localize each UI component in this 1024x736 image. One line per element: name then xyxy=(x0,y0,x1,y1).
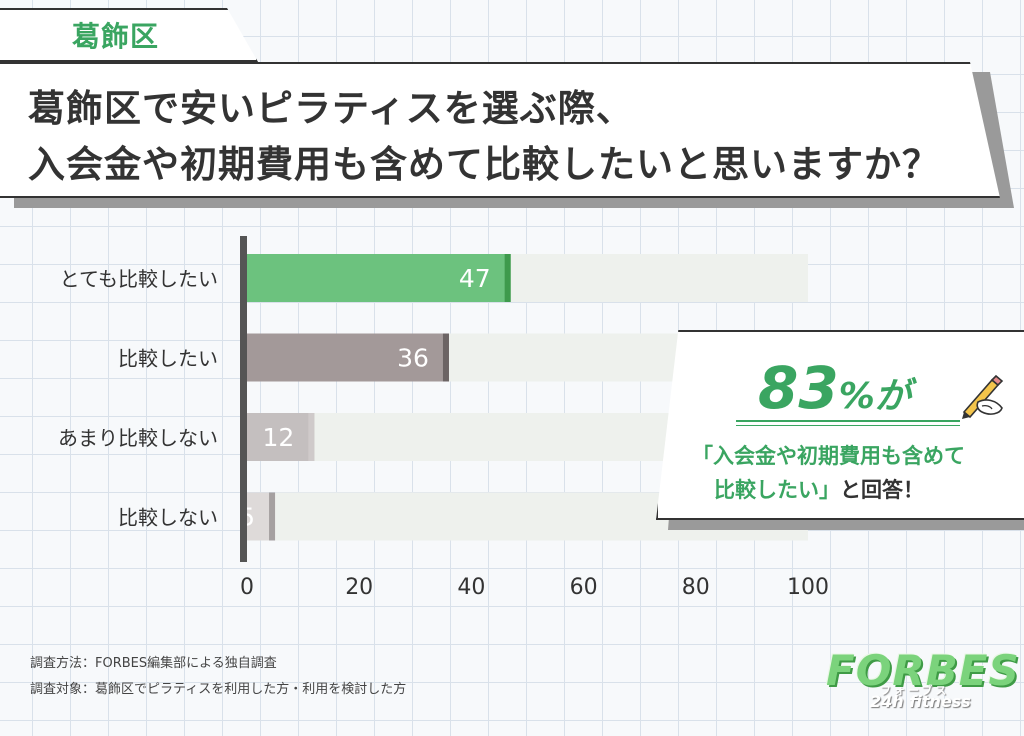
bar xyxy=(247,413,315,461)
brand-logo: FORBES フォーブス 24h fitness xyxy=(826,646,1019,718)
summary-callout: 83%が 「入会金や初期費用も含めて 比較したい」と回答！ xyxy=(656,330,1024,520)
bar-end-accent xyxy=(269,492,276,541)
title-line-2: 入会金や初期費用も含めて比較したいと思いますか？ xyxy=(28,143,940,186)
callout-underline-thin xyxy=(736,425,960,426)
x-tick-label: 0 xyxy=(240,575,254,600)
bar-end-accent xyxy=(504,254,511,302)
x-tick-label: 80 xyxy=(682,575,710,600)
bar-value-label: 47 xyxy=(459,264,491,293)
title-box: 葛飾区で安いピラティスを選ぶ際、 入会金や初期費用も含めて比較したいと思いますか… xyxy=(0,62,1000,198)
logo-wordmark: FORBES xyxy=(826,646,1020,695)
bar-value-label: 36 xyxy=(397,344,429,373)
callout-line-2-dark: と回答！ xyxy=(840,478,924,502)
logo-tagline: 24h fitness xyxy=(870,692,971,711)
title-line-1: 葛飾区で安いピラティスを選ぶ際、 xyxy=(28,87,634,130)
bar-end-accent xyxy=(308,413,315,461)
area-tag-label: 葛飾区 xyxy=(72,20,160,53)
bar-end-accent xyxy=(442,333,449,382)
category-label: 比較したい xyxy=(118,347,218,371)
category-label: とても比較したい xyxy=(60,267,218,291)
callout-headline: 83%が xyxy=(758,354,911,422)
callout-percent: %が xyxy=(838,376,911,417)
y-axis-line xyxy=(240,236,247,562)
x-tick-label: 100 xyxy=(787,575,829,600)
bar xyxy=(247,333,449,382)
x-tick-label: 40 xyxy=(457,575,485,600)
footnote-target: 調査対象：葛飾区でピラティスを利用した方・利用を検討した方 xyxy=(30,682,407,697)
callout-line-1: 「入会金や初期費用も含めて xyxy=(692,444,965,468)
area-tag: 葛飾区 xyxy=(0,8,258,62)
callout-line-2-green: 比較したい」 xyxy=(714,478,840,502)
x-tick-label: 20 xyxy=(345,575,373,600)
category-label: あまり比較しない xyxy=(58,426,218,450)
callout-line-2: 比較したい」と回答！ xyxy=(714,474,924,504)
x-tick-label: 60 xyxy=(570,575,598,600)
category-label: 比較しない xyxy=(118,506,218,530)
logo-kana: フォーブス xyxy=(880,684,950,697)
pencil-hand-icon xyxy=(962,374,1004,419)
callout-underline xyxy=(736,420,960,422)
bar xyxy=(247,254,511,302)
bar-value-label: 12 xyxy=(263,423,295,452)
footnote-method: 調査方法：FORBES編集部による独自調査 xyxy=(30,656,277,671)
callout-number: 83 xyxy=(758,354,839,422)
